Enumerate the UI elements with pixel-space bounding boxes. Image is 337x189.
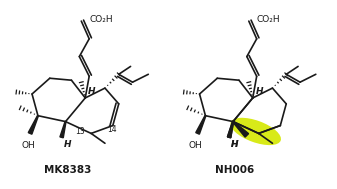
Text: OH: OH xyxy=(21,141,35,150)
Text: NH006: NH006 xyxy=(215,165,255,175)
Polygon shape xyxy=(227,122,234,138)
Text: 14: 14 xyxy=(107,125,117,134)
Polygon shape xyxy=(227,122,234,138)
Polygon shape xyxy=(60,122,66,138)
Text: H: H xyxy=(256,87,263,96)
Text: H: H xyxy=(231,140,239,149)
Text: 13: 13 xyxy=(75,127,85,136)
Polygon shape xyxy=(196,115,206,134)
Text: OH: OH xyxy=(189,141,203,150)
Text: H: H xyxy=(64,140,71,149)
Text: CO₂H: CO₂H xyxy=(257,15,280,24)
Text: CO₂H: CO₂H xyxy=(89,15,113,24)
Polygon shape xyxy=(233,121,249,137)
Polygon shape xyxy=(28,115,38,134)
Text: H: H xyxy=(88,87,96,96)
Ellipse shape xyxy=(231,118,281,145)
Text: H: H xyxy=(231,140,239,149)
Text: MK8383: MK8383 xyxy=(44,165,91,175)
